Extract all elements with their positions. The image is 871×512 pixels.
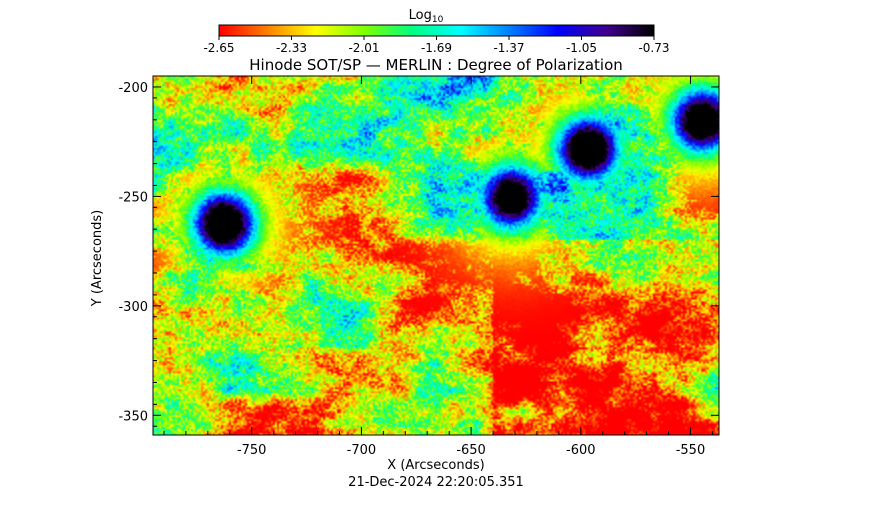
colorbar-label: Log10 — [409, 8, 444, 25]
colorbar-tick-label: -2.01 — [348, 41, 379, 55]
x-axis: -750 -700 -650 -600 -550 — [163, 76, 713, 458]
colorbar-tick-label: -2.65 — [203, 41, 234, 55]
y-tick-label: -350 — [118, 409, 148, 424]
heatmap-image — [153, 76, 719, 435]
colorbar-tick-label: -1.69 — [421, 41, 452, 55]
colorbar-tick-label: -2.33 — [276, 41, 307, 55]
colorbar-tick-label: -1.05 — [566, 41, 597, 55]
x-axis-label: X (Arcseconds) — [387, 458, 484, 473]
colorbar-tick-label: -0.73 — [638, 41, 669, 55]
colorbar: Log10 -2.65 -2.33 -2.01 -1.69 -1.37 -1.05 -0.7… — [203, 8, 669, 55]
x-tick-label: -650 — [456, 443, 486, 458]
chart-title: Hinode SOT/SP — MERLIN : Degree of Polar… — [249, 56, 623, 74]
timestamp: 21-Dec-2024 22:20:05.351 — [348, 475, 524, 490]
x-tick-label: -700 — [347, 443, 377, 458]
y-axis: -200 -250 -300 -350 — [118, 75, 719, 427]
y-tick-label: -300 — [118, 300, 148, 315]
colorbar-tick-label: -1.37 — [493, 41, 524, 55]
plot-frame — [152, 75, 720, 436]
x-tick-label: -750 — [237, 443, 267, 458]
y-tick-label: -250 — [118, 190, 148, 205]
y-tick-label: -200 — [118, 81, 148, 96]
x-tick-label: -600 — [566, 443, 596, 458]
y-axis-label: Y (Arcseconds) — [90, 210, 105, 307]
colorbar-ticks: -2.65 -2.33 -2.01 -1.69 -1.37 -1.05 -0.73 — [203, 36, 670, 55]
colorbar-gradient — [218, 24, 655, 37]
x-tick-label: -550 — [676, 443, 706, 458]
